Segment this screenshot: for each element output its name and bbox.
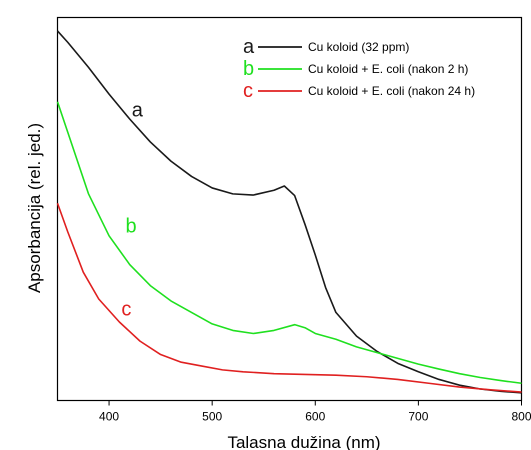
- legend-marker-c: c: [243, 80, 253, 102]
- x-tick-label: 700: [408, 410, 428, 424]
- curve-label-c: c: [121, 298, 131, 320]
- x-tick-label: 400: [99, 410, 119, 424]
- series-line-b: [56, 101, 522, 385]
- curve-label-a: a: [132, 100, 144, 122]
- legend-marker-a: a: [243, 36, 255, 58]
- curve-labels: a b c: [121, 100, 143, 321]
- series-line-a: [56, 30, 522, 394]
- series-layer: [56, 30, 522, 394]
- x-axis-label: Talasna dužina (nm): [227, 433, 380, 450]
- legend-label-c: Cu koloid + E. coli (nakon 24 h): [308, 84, 475, 98]
- legend-label-b: Cu koloid + E. coli (nakon 2 h): [308, 62, 468, 76]
- legend-label-a: Cu koloid (32 ppm): [308, 40, 409, 54]
- plot-frame: [56, 16, 523, 402]
- x-tick-label: 800: [511, 410, 531, 424]
- x-tick-label: 500: [202, 410, 222, 424]
- x-ticks: 400 500 600 700 800: [99, 400, 531, 424]
- legend-marker-b: b: [243, 58, 254, 80]
- curve-label-b: b: [126, 216, 137, 238]
- series-line-c: [56, 202, 522, 393]
- x-tick-label: 600: [305, 410, 325, 424]
- legend: a Cu koloid (32 ppm) b Cu koloid + E. coli …: [243, 36, 475, 102]
- y-axis-label: Apsorbancija (rel. jed.): [25, 123, 44, 293]
